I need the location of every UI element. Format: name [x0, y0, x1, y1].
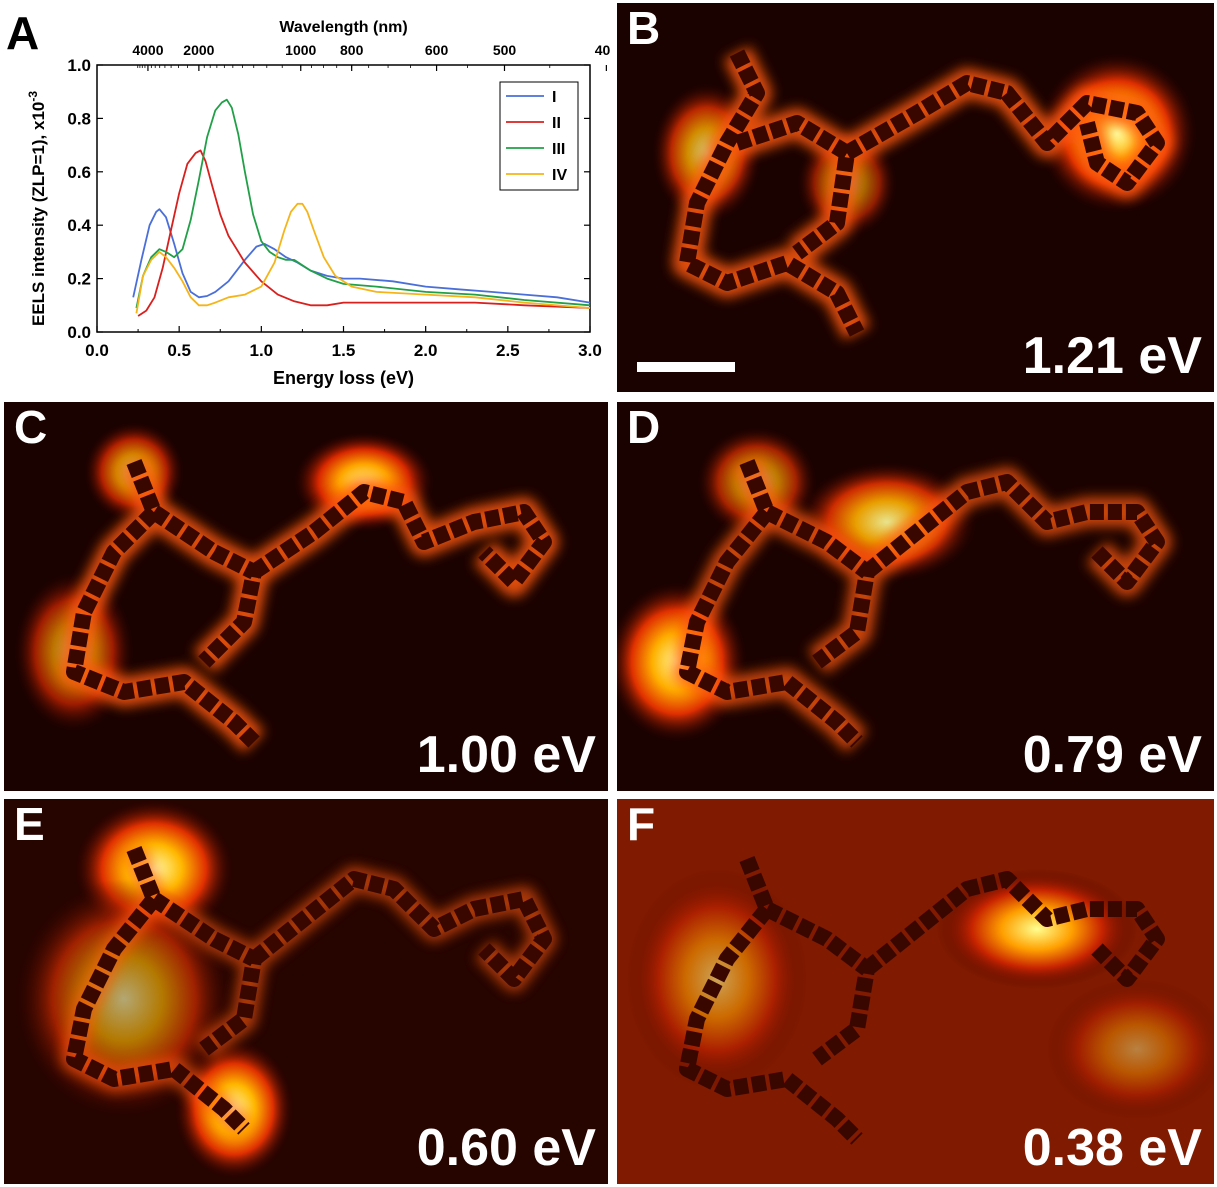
energy-label-e: 0.60 eV	[416, 1119, 596, 1177]
y-tick-label: 0.0	[67, 323, 91, 342]
panel-label-c: C	[14, 402, 48, 453]
energy-map-d: D 0.79 eV	[617, 402, 1214, 791]
panel-label-b: B	[627, 3, 661, 54]
energy-label-c: 1.00 eV	[416, 726, 596, 784]
energy-map-e: E 0.60 eV	[4, 799, 608, 1184]
plasmon-map-image	[617, 402, 1214, 791]
legend-box	[499, 81, 579, 191]
legend-label: I	[552, 89, 556, 106]
x-tick-label: 0.0	[85, 341, 109, 360]
top-tick-label: 500	[493, 42, 517, 58]
y-tick-label: 0.6	[67, 163, 91, 182]
energy-label-f: 0.38 eV	[1022, 1119, 1202, 1177]
top-tick-label: 800	[340, 42, 364, 58]
x-tick-label: 2.5	[496, 341, 520, 360]
legend-label: III	[552, 141, 565, 158]
plasmon-map-image	[4, 799, 608, 1184]
energy-map-b: B 1.21 eV	[617, 3, 1214, 392]
panel-label-a: A	[6, 7, 40, 59]
y-axis-exponent: -3	[26, 91, 40, 102]
x-tick-label: 0.5	[167, 341, 191, 360]
top-tick-label: 400	[595, 42, 610, 58]
energy-map-c: C 1.00 eV	[4, 402, 608, 791]
series-line-I	[132, 208, 591, 304]
x-tick-label: 3.0	[578, 341, 602, 360]
legend-label: IV	[552, 167, 567, 184]
series-line-II	[137, 149, 591, 317]
x-tick-label: 2.0	[414, 341, 438, 360]
y-tick-label: 0.2	[67, 270, 91, 289]
x-tick-label: 1.0	[250, 341, 274, 360]
top-axis-label: Wavelength (nm)	[279, 19, 407, 36]
top-tick-label: 4000	[132, 42, 163, 58]
top-tick-label: 600	[425, 42, 449, 58]
panel-label-f: F	[627, 799, 656, 850]
y-tick-label: 0.8	[67, 109, 91, 128]
y-tick-label: 0.4	[67, 216, 91, 235]
energy-label-b: 1.21 eV	[1022, 327, 1202, 385]
top-tick-label: 1000	[285, 42, 316, 58]
x-axis-label: Energy loss (eV)	[273, 368, 414, 388]
plasmon-map-image	[4, 402, 608, 791]
legend-label: II	[552, 115, 561, 132]
y-axis-label: EELS intensity (ZLP=1), x10-3	[26, 91, 48, 326]
plasmon-map-image	[617, 3, 1214, 392]
panel-label-e: E	[14, 799, 45, 850]
panel-label-d: D	[627, 402, 661, 453]
top-tick-label: 2000	[183, 42, 214, 58]
x-tick-label: 1.5	[332, 341, 356, 360]
energy-label-d: 0.79 eV	[1022, 726, 1202, 784]
y-tick-label: 1.0	[67, 56, 91, 75]
energy-map-f: F 0.38 eV	[617, 799, 1214, 1184]
series-line-IV	[135, 202, 591, 314]
scale-bar	[637, 362, 735, 372]
plasmon-map-image	[617, 799, 1214, 1184]
eels-spectrum-chart: 0.0 0.5 1.0 1.5 2.0 2.5 3.0 0.0 0.2 0.4 0.6 0.8 1.0 4…	[26, 19, 610, 388]
spectrum-panel: A 0.0 0.5 1.0 1.5 2.0 2.5 3.0 0.0 0.2 0.4 0.6 0.8 1.…	[0, 0, 610, 395]
